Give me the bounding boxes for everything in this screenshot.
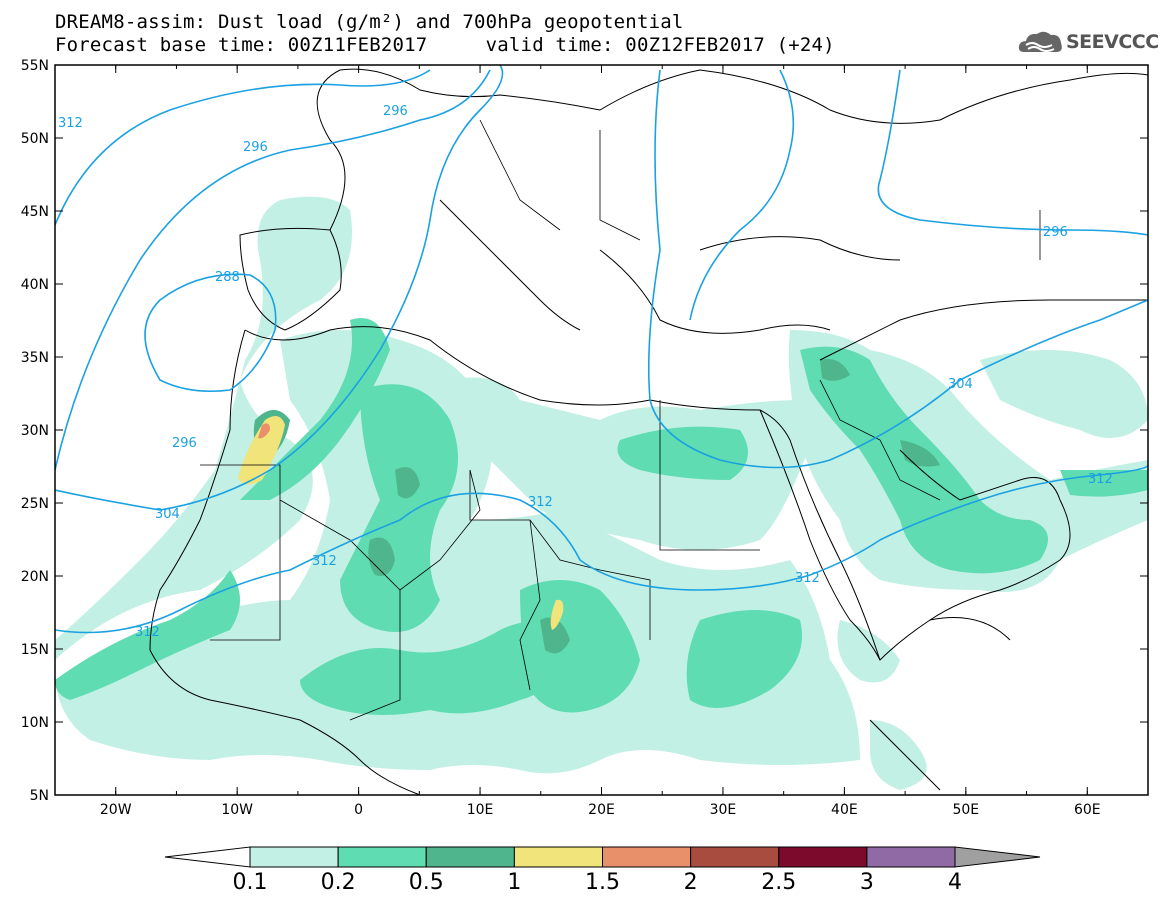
lon-tick-label: 10E: [467, 802, 494, 818]
lat-tick-label: 20N: [21, 569, 49, 585]
colorbar-label: 4: [948, 870, 962, 895]
lat-tick-label: 50N: [21, 131, 49, 147]
colorbar-low-arrow: [164, 846, 251, 868]
lat-tick-label: 30N: [21, 423, 49, 439]
logo-text: SEEVCCC: [1066, 31, 1159, 53]
lon-tick-label: 20W: [100, 802, 132, 818]
lon-tick-label: 60E: [1074, 802, 1101, 818]
colorbar-swatch: [249, 846, 339, 868]
colorbar-label: 2: [683, 870, 698, 895]
contour-label: 312: [312, 554, 337, 569]
contour-label: 288: [215, 270, 240, 285]
colorbar-swatch: [602, 846, 692, 868]
lat-tick-label: 10N: [21, 715, 49, 731]
colorbar-label: 0.2: [320, 870, 356, 895]
contour-label: 296: [243, 140, 268, 155]
colorbar-swatch: [778, 846, 868, 868]
lon-tick-label: 40E: [831, 802, 858, 818]
lat-tick-label: 35N: [21, 350, 49, 366]
contour-label: 296: [383, 104, 408, 119]
contour-labels: 312 296 296 288 296 304 312 312 312 304 …: [58, 104, 1113, 640]
dust-field: [55, 196, 1148, 790]
contour-label: 312: [135, 625, 160, 640]
lon-tick-label: 10W: [221, 802, 253, 818]
dust-level-1-5: [258, 423, 270, 439]
colorbar: [164, 846, 1041, 868]
colorbar-label: 0.5: [408, 870, 444, 895]
dust-level-0-1: [55, 196, 1148, 790]
contour-label: 304: [948, 377, 973, 392]
contour-label: 312: [795, 571, 820, 586]
country-borders: [200, 119, 1041, 721]
contour-label: 296: [1043, 225, 1068, 240]
colorbar-high-arrow: [954, 846, 1041, 868]
contour-label: 312: [58, 116, 83, 131]
colorbar-label: 1: [507, 870, 522, 895]
lon-tick-label: 20E: [588, 802, 615, 818]
map-title: DREAM8-assim: Dust load (g/m²) and 700hP…: [55, 11, 684, 33]
lat-tick-label: 15N: [21, 642, 49, 658]
colorbar-label: 3: [859, 870, 874, 895]
geopotential-contours: [55, 65, 1148, 634]
contour-label: 312: [528, 495, 553, 510]
contour-label: 296: [172, 436, 197, 451]
seevccc-logo: SEEVCCC: [1018, 28, 1159, 58]
axis-ticks: [54, 64, 1149, 796]
lat-tick-label: 25N: [21, 496, 49, 512]
map-subtitle: Forecast base time: 00Z11FEB2017 valid t…: [55, 34, 835, 56]
lat-tick-label: 45N: [21, 204, 49, 220]
lat-tick-label: 55N: [21, 58, 49, 74]
lon-tick-label: 30E: [710, 802, 737, 818]
colorbar-label: 1.5: [585, 870, 620, 895]
colorbar-swatch: [337, 846, 427, 868]
lat-tick-label: 5N: [30, 788, 49, 804]
contour-label: 304: [155, 507, 180, 522]
colorbar-swatch: [513, 846, 603, 868]
dust-level-1: [238, 416, 564, 630]
colorbar-swatch: [425, 846, 515, 868]
lon-tick-label: 50E: [952, 802, 979, 818]
axis-labels: 20W 10W 0 10E 20E 30E 40E 50E 60E 55N 50N 45N 40N 35N…: [21, 58, 1101, 818]
colorbar-swatch: [690, 846, 780, 868]
cloud-logo-icon: [1018, 31, 1062, 52]
colorbar-label: 0.1: [232, 870, 268, 895]
colorbar-label: 2.5: [761, 870, 797, 895]
lon-tick-label: 0: [354, 802, 363, 818]
lat-tick-label: 40N: [21, 277, 49, 293]
colorbar-swatch: [866, 846, 956, 868]
contour-label: 312: [1088, 472, 1113, 487]
